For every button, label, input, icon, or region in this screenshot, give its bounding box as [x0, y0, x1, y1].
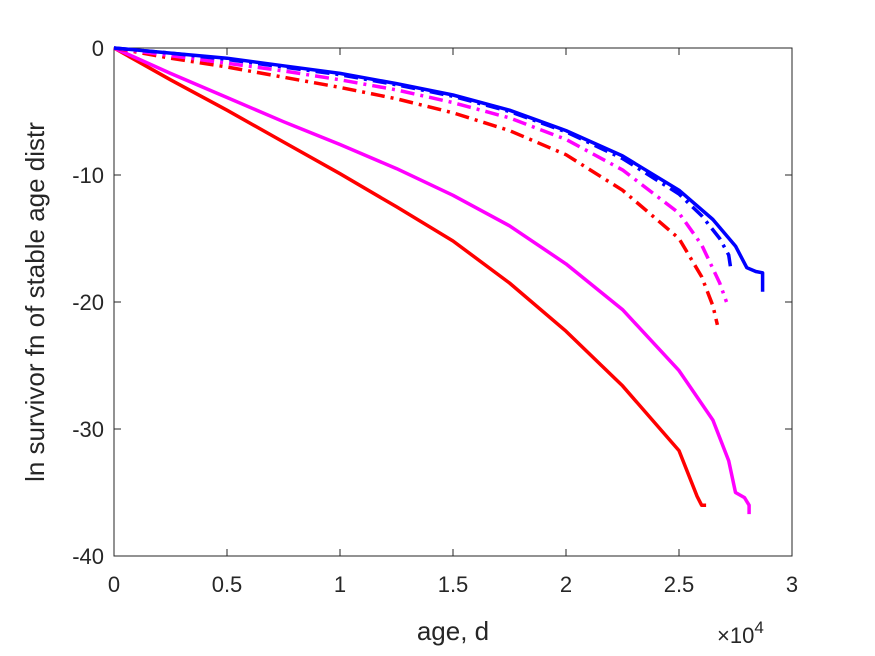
tick-marks [113, 47, 793, 557]
series-layer [113, 46, 765, 515]
y-tick-label: -10 [72, 163, 104, 188]
y-tick-label: -30 [72, 417, 104, 442]
x-axis-label: age, d [417, 616, 489, 646]
series-line-5 [113, 46, 733, 271]
x-tick-label: 1.5 [438, 572, 469, 597]
y-axis-label: ln survivor fn of stable age distr [20, 122, 50, 482]
x-tick-label: 0.5 [212, 572, 243, 597]
x-tick-label: 0 [108, 572, 120, 597]
series-line-4 [113, 46, 729, 303]
series-line-3 [113, 46, 720, 326]
x-exponent-power: 4 [754, 618, 763, 637]
series-line-6 [113, 46, 765, 292]
x-exponent-base: ×10 [717, 623, 754, 648]
y-tick-labels: 0 -10 -20 -30 -40 [72, 36, 104, 569]
x-exponent-label: ×104 [717, 618, 764, 648]
x-tick-label: 2 [560, 572, 572, 597]
x-tick-labels: 0 0.5 1 1.5 2 2.5 3 [108, 572, 798, 597]
y-tick-label: 0 [92, 36, 104, 61]
y-tick-label: -40 [72, 544, 104, 569]
y-tick-label: -20 [72, 290, 104, 315]
series-line-2 [113, 46, 751, 515]
x-tick-label: 3 [786, 572, 798, 597]
series-line-1 [113, 46, 707, 507]
x-tick-label: 2.5 [664, 572, 695, 597]
x-tick-label: 1 [334, 572, 346, 597]
